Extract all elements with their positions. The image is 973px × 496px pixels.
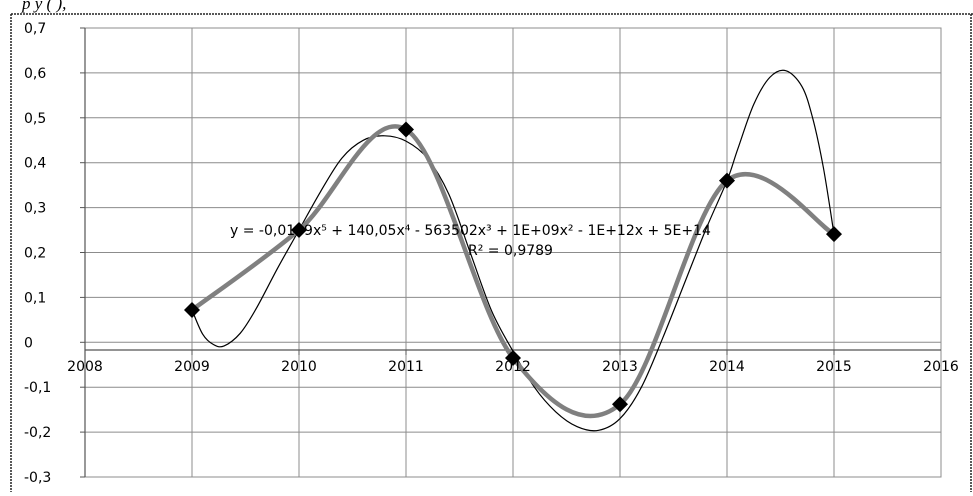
y-tick-label: 0,6 [24, 66, 46, 82]
data-point-marker [612, 396, 628, 413]
x-tick-label: 2012 [495, 359, 531, 375]
x-tick-label: 2014 [709, 359, 745, 375]
x-tick-label: 2013 [602, 359, 638, 375]
data-point-marker [398, 121, 414, 138]
trendline-equation: y = -0,0139x⁵ + 140,05x⁴ - 563502x³ + 1E… [230, 223, 711, 239]
x-tick-label: 2011 [388, 359, 424, 375]
data-point-marker [505, 350, 521, 367]
y-tick-label: 0,3 [24, 201, 46, 217]
x-tick-label: 2010 [281, 359, 317, 375]
x-tick-label: 2008 [67, 359, 103, 375]
chart-axes [80, 27, 942, 478]
chart-caption: p y ( ), [22, 0, 67, 13]
data-point-marker [719, 172, 735, 189]
data-point-marker [184, 301, 200, 318]
series-group [184, 121, 842, 419]
x-tick-label: 2009 [174, 359, 210, 375]
y-tick-label: 0 [24, 335, 33, 351]
y-tick-label: -0,2 [24, 425, 51, 441]
x-tick-label: 2015 [816, 359, 852, 375]
x-tick-label: 2016 [923, 359, 959, 375]
trendline-r-squared: R² = 0,9789 [468, 243, 553, 259]
y-tick-label: 0,5 [24, 111, 46, 127]
y-tick-label: 0,7 [24, 21, 46, 37]
tick-labels: -0,3 -0,2 -0,1 0 0,1 0,2 0,3 0,4 0,5 0,6 0,7 2008 20… [24, 21, 959, 486]
y-tick-label: 0,4 [24, 156, 46, 172]
y-tick-label: -0,3 [24, 470, 51, 486]
y-tick-label: 0,2 [24, 246, 46, 262]
y-tick-label: 0,1 [24, 290, 46, 306]
data-point-marker [826, 226, 842, 243]
y-tick-label: -0,1 [24, 380, 51, 396]
data-point-marker [291, 222, 307, 239]
